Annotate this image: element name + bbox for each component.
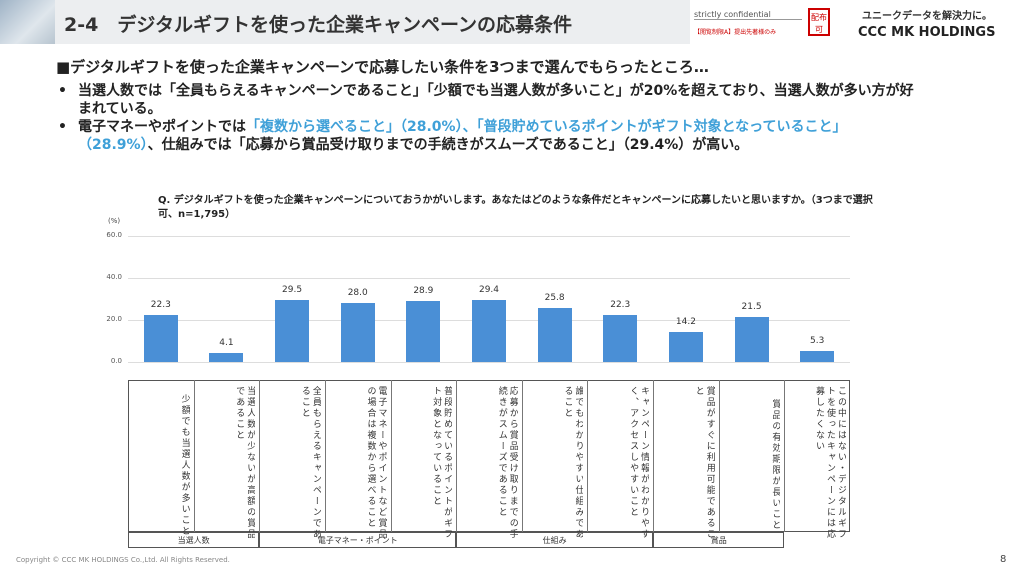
confidential: strictly confidential — [694, 10, 802, 20]
x-tick-label: 全員もらえるキャンペーンであること — [299, 386, 321, 540]
x-tick-label: 当選人数が少ないが高額の賞品であること — [234, 386, 256, 540]
bullet: • 当選人数では「全員もらえるキャンペーンであること」「少額でも当選人数が多いこと… — [56, 82, 916, 118]
title-band — [0, 0, 690, 44]
table-divider — [784, 380, 786, 532]
x-tick-label: 普段貯めているポイントがギフト対象となっていること — [431, 386, 453, 540]
grid-line — [128, 362, 850, 363]
y-label: (%) — [108, 217, 121, 225]
table-frame — [128, 380, 850, 532]
bar — [275, 300, 310, 362]
value-label: 4.1 — [219, 338, 234, 349]
copyright: Copyright © CCC MK HOLDINGS Co.,Ltd. All… — [16, 556, 230, 564]
x-tick-label: 応募から賞品受け取りまでの手続きがスムーズであること — [496, 386, 518, 540]
group-label: 当選人数 — [177, 536, 210, 545]
grid-line — [128, 278, 850, 279]
lead: ■デジタルギフトを使った企業キャンペーンで応募したい条件を3つまで選んでもらった… — [56, 58, 709, 76]
group-label: 仕組み — [542, 536, 567, 545]
x-tick-label: 賞品がすぐに利用可能であること — [693, 386, 715, 540]
value-label: 21.5 — [741, 301, 762, 312]
bar — [603, 315, 638, 362]
y-tick-label: 60.0 — [106, 231, 122, 239]
x-tick-label: 賞品の有効期限が長いこと — [770, 399, 781, 531]
page-number: 8 — [1000, 554, 1007, 565]
header-image — [0, 0, 55, 44]
value-label: 28.0 — [347, 288, 368, 299]
bar — [800, 350, 835, 362]
x-tick-label: 誰でもわかりやすい仕組みであること — [562, 386, 584, 540]
bullet: • 電子マネーやポイントでは「複数から選べること」（28.0%）、「普段貯めている… — [56, 118, 916, 154]
y-tick-label: 40.0 — [106, 273, 122, 281]
group-label: 電子マネー・ポイント — [317, 536, 398, 545]
question: Q. デジタルギフトを使った企業キャンペーンについておうかがいします。あなたはど… — [158, 195, 873, 220]
bullet-text: 当選人数では「全員もらえるキャンペーンであること」「少額でも当選人数が多いこと」… — [78, 83, 914, 117]
tagline: ユニークデータを解決力に。 — [862, 11, 992, 22]
table-divider — [193, 380, 195, 532]
group-cell — [456, 532, 654, 548]
x-tick-label: 少額でも当選人数が多いこと — [179, 393, 190, 537]
group-label: 賞品 — [710, 536, 727, 545]
table-divider — [259, 380, 261, 532]
value-label: 14.2 — [675, 317, 696, 328]
bar — [209, 353, 244, 362]
table-divider — [653, 380, 655, 532]
bar — [537, 307, 572, 362]
bullet-dot: • — [58, 83, 67, 99]
value-label: 5.3 — [810, 335, 825, 346]
bar — [734, 316, 769, 362]
table-divider — [521, 380, 523, 532]
y-tick-label: 0.0 — [110, 357, 122, 365]
bar — [668, 332, 703, 362]
x-tick-label: 電子マネーやポイントなど賞品の場合は複数から選べること — [365, 386, 387, 540]
bar — [472, 300, 506, 362]
grid-line — [128, 236, 850, 237]
bullet-text: 電子マネーやポイントでは — [78, 119, 246, 135]
bullet-dot: • — [58, 119, 67, 135]
bullets: • 当選人数では「全員もらえるキャンペーンであること」「少額でも当選人数が多いこと… — [56, 82, 916, 154]
table-divider — [718, 380, 720, 532]
y-tick-label: 20.0 — [106, 315, 122, 323]
bar — [143, 315, 178, 362]
group-cell — [653, 532, 785, 548]
table-divider — [587, 380, 589, 532]
value-label: 28.9 — [413, 286, 434, 297]
bullet-text: 「複数から選べること」（28.0%）、「普段貯めているポイントがギフト対象となっ… — [78, 119, 847, 153]
x-tick-label: この中にはない・デジタルギフトを使ったキャンペーンには応募したくない — [813, 386, 846, 540]
table-divider — [456, 380, 458, 532]
bullet-text: 、仕組みでは「応募から賞品受け取りまでの手続きがスムーズであること」（29.4%… — [147, 137, 749, 153]
bar — [340, 303, 375, 362]
restriction: 【閲覧制限A】提出先著様のみ — [694, 29, 777, 36]
value-label: 29.5 — [282, 285, 303, 296]
table-divider — [324, 380, 326, 532]
bar — [406, 301, 441, 362]
value-label: 25.8 — [544, 292, 565, 303]
group-cell — [259, 532, 457, 548]
value-label: 22.3 — [150, 300, 171, 311]
stamp: 配布可 — [808, 8, 830, 36]
group-cell — [128, 532, 260, 548]
logo: CCC MK HOLDINGS — [858, 25, 996, 40]
table-divider — [390, 380, 392, 532]
slide-title: 2-4 デジタルギフトを使った企業キャンペーンの応募条件 — [64, 14, 572, 36]
value-label: 29.4 — [478, 285, 500, 296]
x-tick-label: キャンペーン情報がわかりやすく、アクセスしやすいこと — [628, 386, 650, 540]
value-label: 22.3 — [610, 300, 631, 311]
